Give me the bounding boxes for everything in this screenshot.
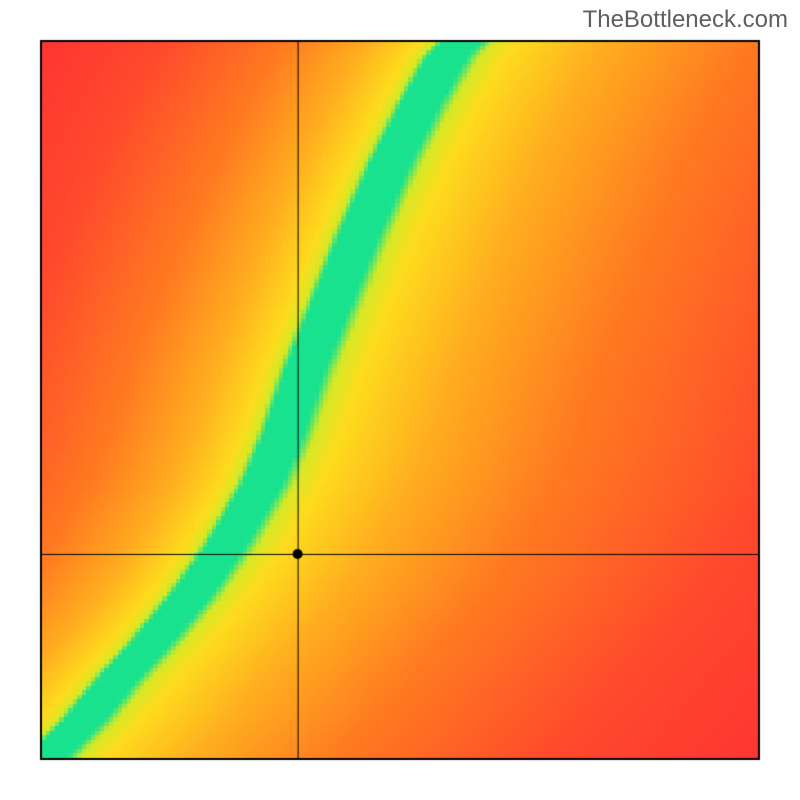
- watermark-label: TheBottleneck.com: [583, 6, 788, 34]
- bottleneck-heatmap: [0, 0, 800, 800]
